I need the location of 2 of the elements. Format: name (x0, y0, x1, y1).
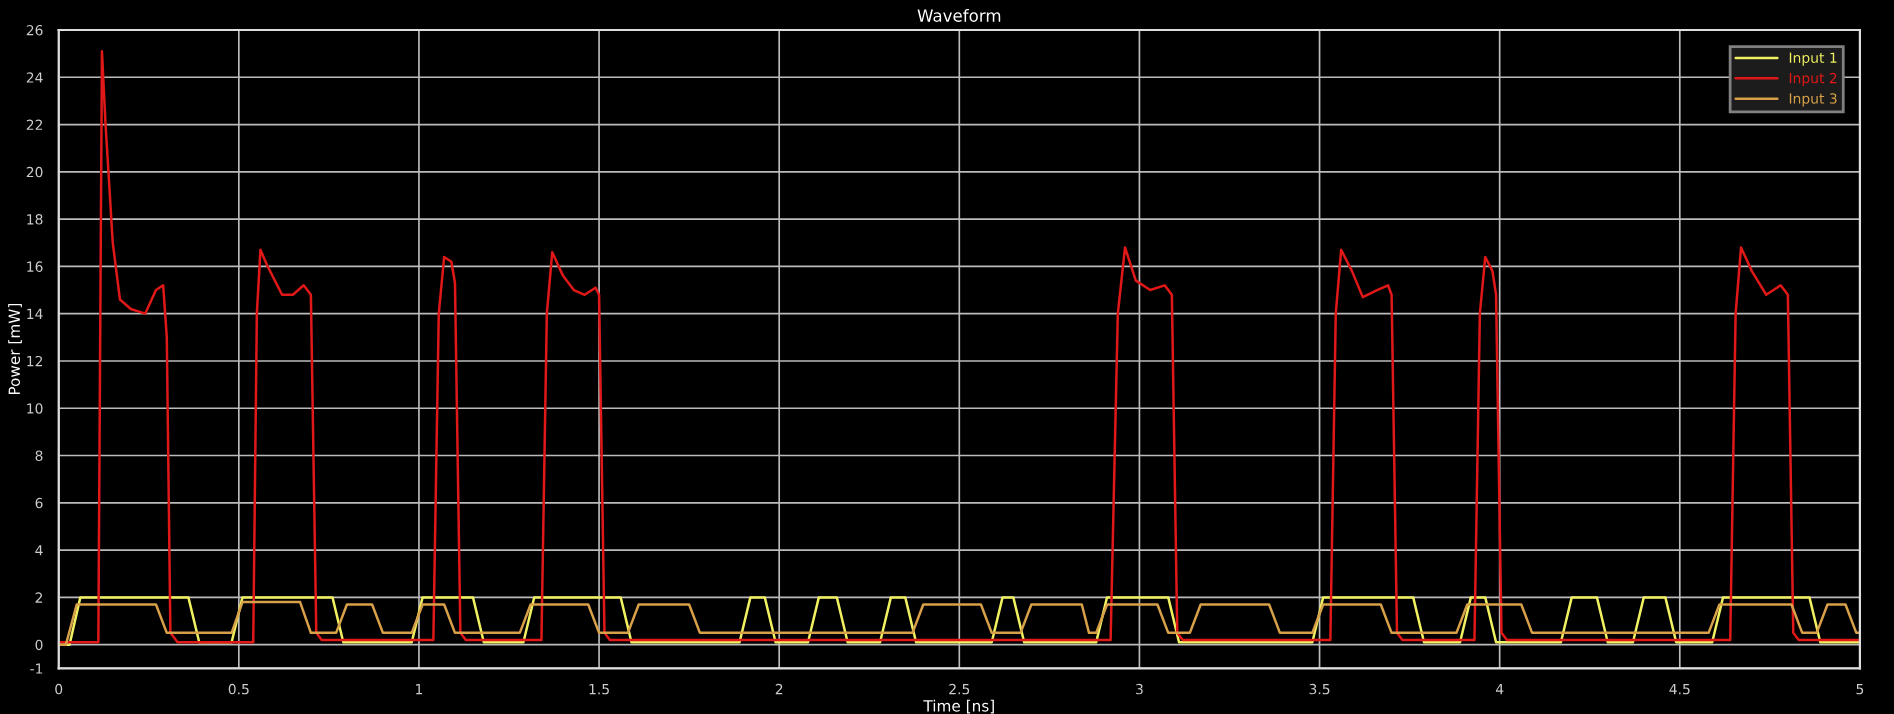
chart-title: Waveform (917, 8, 1001, 22)
line-series (58, 50, 1860, 644)
